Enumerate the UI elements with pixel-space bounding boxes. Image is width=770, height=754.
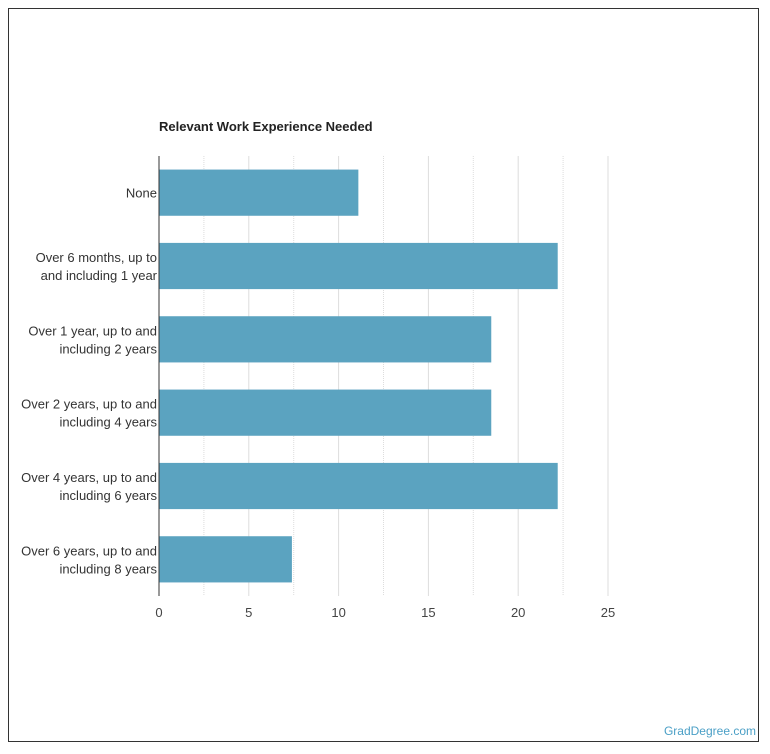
x-tick-label: 20 — [511, 605, 525, 620]
category-label: Over 6 years, up to and including 8 years — [21, 543, 157, 576]
category-label: Over 2 years, up to and including 4 years — [21, 397, 157, 430]
bar[interactable] — [159, 462, 558, 510]
category-label: Over 6 months, up to and including 1 year — [36, 250, 158, 283]
bar[interactable] — [159, 536, 292, 583]
bar[interactable] — [159, 389, 492, 436]
chart-title: Relevant Work Experience Needed — [159, 119, 373, 134]
x-tick-label: 5 — [245, 605, 252, 620]
category-labels: None Over 6 months, up to and including 1 … — [21, 186, 158, 577]
bar[interactable] — [159, 242, 558, 290]
x-tick-label: 10 — [331, 605, 345, 620]
bar[interactable] — [159, 316, 492, 363]
watermark[interactable]: GradDegree.com — [663, 724, 756, 738]
x-tick-label: 15 — [421, 605, 435, 620]
bars — [159, 169, 558, 583]
category-label: Over 1 year, up to and including 2 years — [28, 323, 157, 356]
category-label: None — [126, 186, 157, 201]
gridlines — [203, 156, 609, 596]
tick-labels: 0 5 10 15 20 25 — [155, 605, 615, 620]
category-label: Over 4 years, up to and including 6 years — [21, 470, 157, 503]
x-tick-label: 25 — [601, 605, 615, 620]
x-tick-label: 0 — [155, 605, 162, 620]
bar[interactable] — [159, 169, 359, 216]
